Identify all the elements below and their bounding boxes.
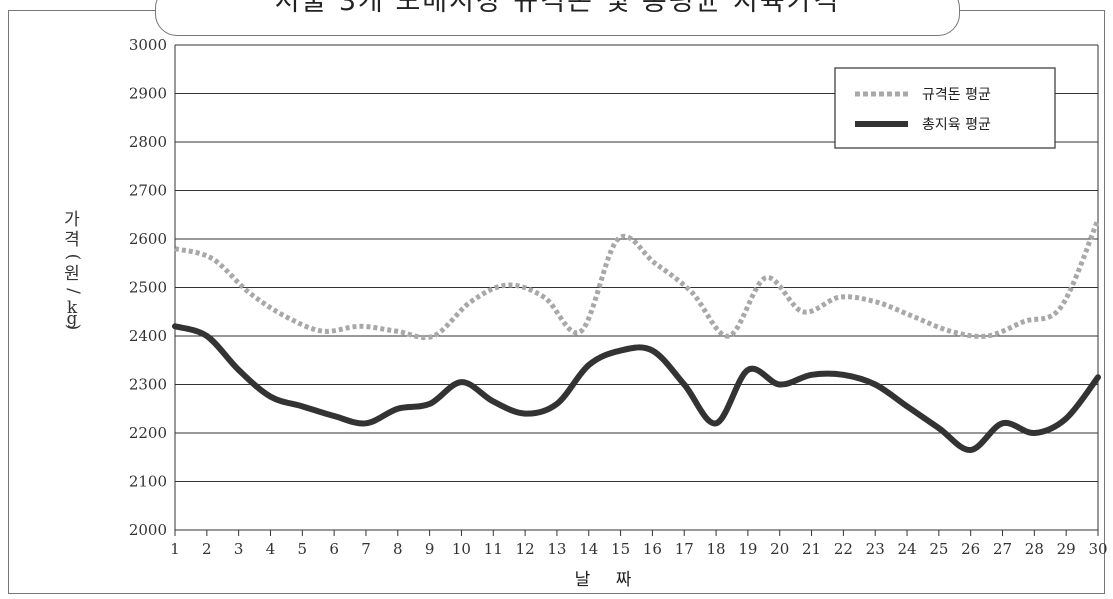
x-tick-label: 10 xyxy=(452,540,471,558)
legend: 규격돈 평균 총지육 평균 xyxy=(834,67,1056,149)
legend-box xyxy=(834,67,1056,149)
chart-title-box: 서울 3개 도매시장 규격돈 및 총평균 지육가격 xyxy=(155,0,960,36)
series-line-2 xyxy=(172,323,1101,453)
y-axis-label-char: 가 xyxy=(64,210,80,230)
x-tick-label: 4 xyxy=(266,540,276,558)
y-tick-label: 2600 xyxy=(129,230,167,248)
x-tick-label: 5 xyxy=(298,540,308,558)
y-tick-label: 2400 xyxy=(129,327,167,345)
x-tick-label: 20 xyxy=(770,540,789,558)
x-tick-label: 11 xyxy=(484,540,503,558)
y-tick-label: 2200 xyxy=(129,424,167,442)
y-tick-label: 3000 xyxy=(129,36,167,54)
x-tick-label: 24 xyxy=(897,540,916,558)
y-axis-label-char: k xyxy=(67,298,78,318)
x-tick-label: 30 xyxy=(1088,540,1107,558)
y-axis-label-char: ( xyxy=(63,254,83,261)
legend-label-series-1: 규격돈 평균 xyxy=(922,87,991,103)
x-tick-label: 28 xyxy=(1025,540,1044,558)
legend-label-series-2: 총지육 평균 xyxy=(922,117,991,133)
x-tick-label: 27 xyxy=(993,540,1012,558)
x-tick-label: 17 xyxy=(675,540,694,558)
y-axis-label-char: ) xyxy=(63,324,83,331)
x-tick-label: 18 xyxy=(707,540,726,558)
x-tick-label: 1 xyxy=(170,540,180,558)
y-tick-label: 2900 xyxy=(129,85,167,103)
y-tick-label: 2300 xyxy=(129,376,167,394)
x-tick-label: 3 xyxy=(234,540,244,558)
y-axis-label-group: 가격 ( 원 / kg) xyxy=(63,210,83,330)
x-tick-label: 6 xyxy=(329,540,339,558)
chart-title: 서울 3개 도매시장 규격돈 및 총평균 지육가격 xyxy=(274,0,841,17)
x-tick-label: 12 xyxy=(516,540,535,558)
y-axis-label-char: 원 xyxy=(64,264,80,284)
series-line-1 xyxy=(174,218,1101,341)
x-tick-label: 25 xyxy=(929,540,948,558)
x-tick-label: 14 xyxy=(579,540,598,558)
y-axis-label-char: 격 xyxy=(64,230,80,250)
y-axis-label-char: / xyxy=(63,288,83,294)
x-tick-label: 9 xyxy=(425,540,435,558)
x-tick-label: 22 xyxy=(834,540,853,558)
x-tick-label: 21 xyxy=(802,540,821,558)
x-tick-label: 7 xyxy=(361,540,371,558)
y-tick-label: 2100 xyxy=(129,473,167,491)
x-axis-label: 날 짜 xyxy=(575,570,642,590)
x-tick-label: 16 xyxy=(643,540,662,558)
x-tick-label: 13 xyxy=(547,540,566,558)
y-tick-label: 2000 xyxy=(129,521,167,539)
x-tick-label: 29 xyxy=(1057,540,1076,558)
series-lines xyxy=(172,218,1101,453)
x-tick-label: 2 xyxy=(202,540,212,558)
x-tick-label: 15 xyxy=(611,540,630,558)
x-tick-label: 19 xyxy=(738,540,757,558)
x-tick-label: 23 xyxy=(866,540,885,558)
x-tick-label: 26 xyxy=(961,540,980,558)
y-axis-ticks: 2000 2100 2200 2300 2400 2500 2600 2700 2800 2900… xyxy=(129,36,167,539)
y-tick-label: 2500 xyxy=(129,279,167,297)
x-axis-ticks: 1 2 3 4 5 6 7 8 9 10 11 12 13 14 15 16 17 18 19 20 21 22 23 24 2… xyxy=(170,530,1108,558)
y-axis-label-char: g xyxy=(67,309,78,329)
y-tick-label: 2800 xyxy=(129,133,167,151)
x-tick-label: 8 xyxy=(393,540,403,558)
y-tick-label: 2700 xyxy=(129,182,167,200)
